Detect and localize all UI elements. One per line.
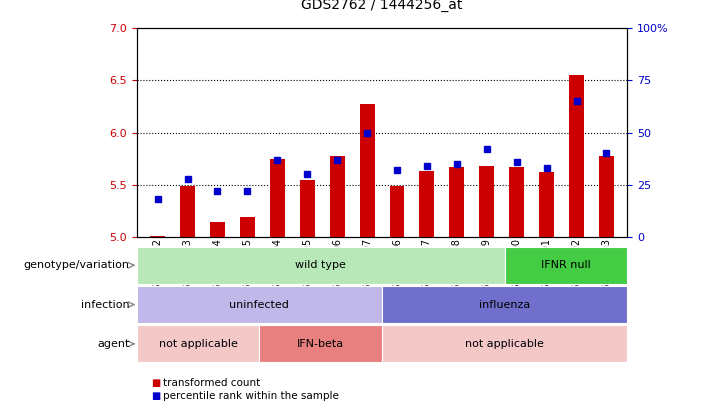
Text: influenza: influenza	[479, 300, 531, 309]
Text: wild type: wild type	[295, 260, 346, 270]
Bar	[329, 156, 345, 237]
Bar	[150, 236, 165, 237]
Bar	[449, 167, 464, 237]
Bar	[210, 222, 225, 237]
Bar	[180, 186, 195, 237]
Bar	[479, 166, 494, 237]
Text: uninfected: uninfected	[229, 300, 290, 309]
Text: infection: infection	[81, 300, 130, 309]
Text: GDS2762 / 1444256_at: GDS2762 / 1444256_at	[301, 0, 463, 12]
Text: IFNR null: IFNR null	[541, 260, 591, 270]
Text: agent: agent	[97, 339, 130, 349]
Text: transformed count: transformed count	[163, 378, 261, 388]
Text: IFN-beta: IFN-beta	[297, 339, 344, 349]
Bar	[569, 75, 584, 237]
Bar	[270, 159, 285, 237]
Text: not applicable: not applicable	[465, 339, 544, 349]
Text: ■: ■	[151, 391, 160, 401]
Bar	[300, 179, 315, 237]
Bar	[390, 186, 404, 237]
Text: genotype/variation: genotype/variation	[24, 260, 130, 270]
Text: not applicable: not applicable	[158, 339, 238, 349]
Bar	[240, 217, 255, 237]
Text: percentile rank within the sample: percentile rank within the sample	[163, 391, 339, 401]
Bar	[419, 171, 435, 237]
Bar	[539, 172, 554, 237]
Text: ■: ■	[151, 378, 160, 388]
Bar	[509, 167, 524, 237]
Bar	[360, 104, 374, 237]
Bar	[599, 156, 614, 237]
